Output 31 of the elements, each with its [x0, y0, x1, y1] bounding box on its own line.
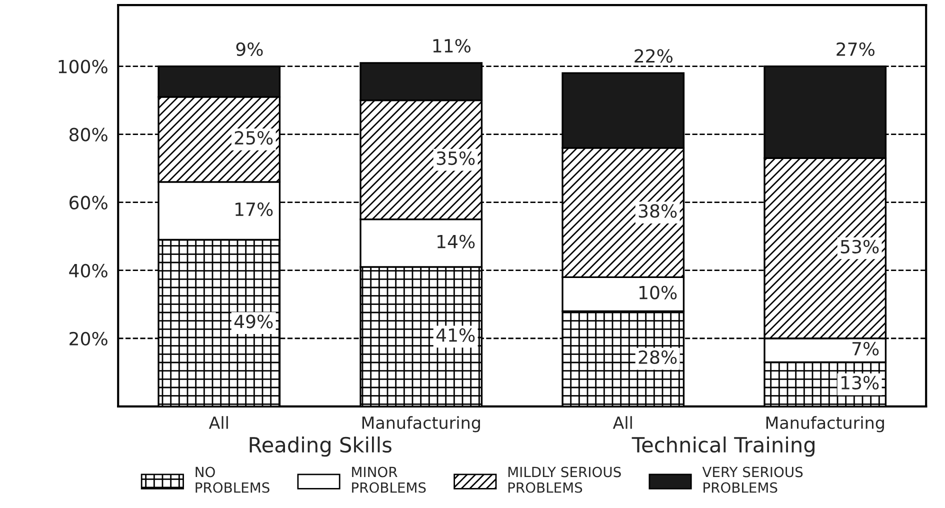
legend-label: MILDLY SERIOUS PROBLEMS: [508, 466, 621, 493]
data-label: 27%: [836, 42, 874, 56]
y-tick-label: 80%: [69, 128, 108, 142]
data-label: 28%: [638, 350, 677, 364]
data-label: 17%: [236, 202, 273, 216]
text: Reading Skills: [250, 436, 392, 457]
x-tick-label: Manufacturing: [362, 416, 480, 432]
x-tick-label: Manufacturing: [766, 416, 884, 432]
y-tick-label: 40%: [69, 264, 108, 278]
data-label: 49%: [234, 314, 273, 328]
data-label: 41%: [436, 328, 475, 342]
y-tick-label: 20%: [70, 332, 108, 346]
text: Technical Training: [632, 436, 814, 457]
data-label: 13%: [841, 376, 879, 390]
data-label: 35%: [436, 151, 475, 166]
data-label: 53%: [840, 240, 879, 254]
y-tick-label: 100%: [58, 60, 108, 74]
y-tick-label: 60%: [70, 196, 108, 210]
x-tick-label: All: [208, 416, 228, 429]
data-label: 9%: [236, 42, 263, 56]
data-label: 10%: [640, 286, 677, 300]
data-label: 25%: [234, 131, 273, 145]
x-tick-label: All: [612, 416, 632, 429]
legend-label: NO PROBLEMS: [196, 466, 270, 493]
data-label: 38%: [638, 204, 677, 218]
data-label: 11%: [433, 38, 470, 53]
data-label: 14%: [438, 234, 475, 248]
legend-label: VERY SERIOUS PROBLEMS: [702, 466, 803, 493]
legend-label: MINOR PROBLEMS: [352, 466, 426, 493]
data-label: 22%: [634, 49, 672, 63]
data-label: 7%: [852, 342, 879, 356]
